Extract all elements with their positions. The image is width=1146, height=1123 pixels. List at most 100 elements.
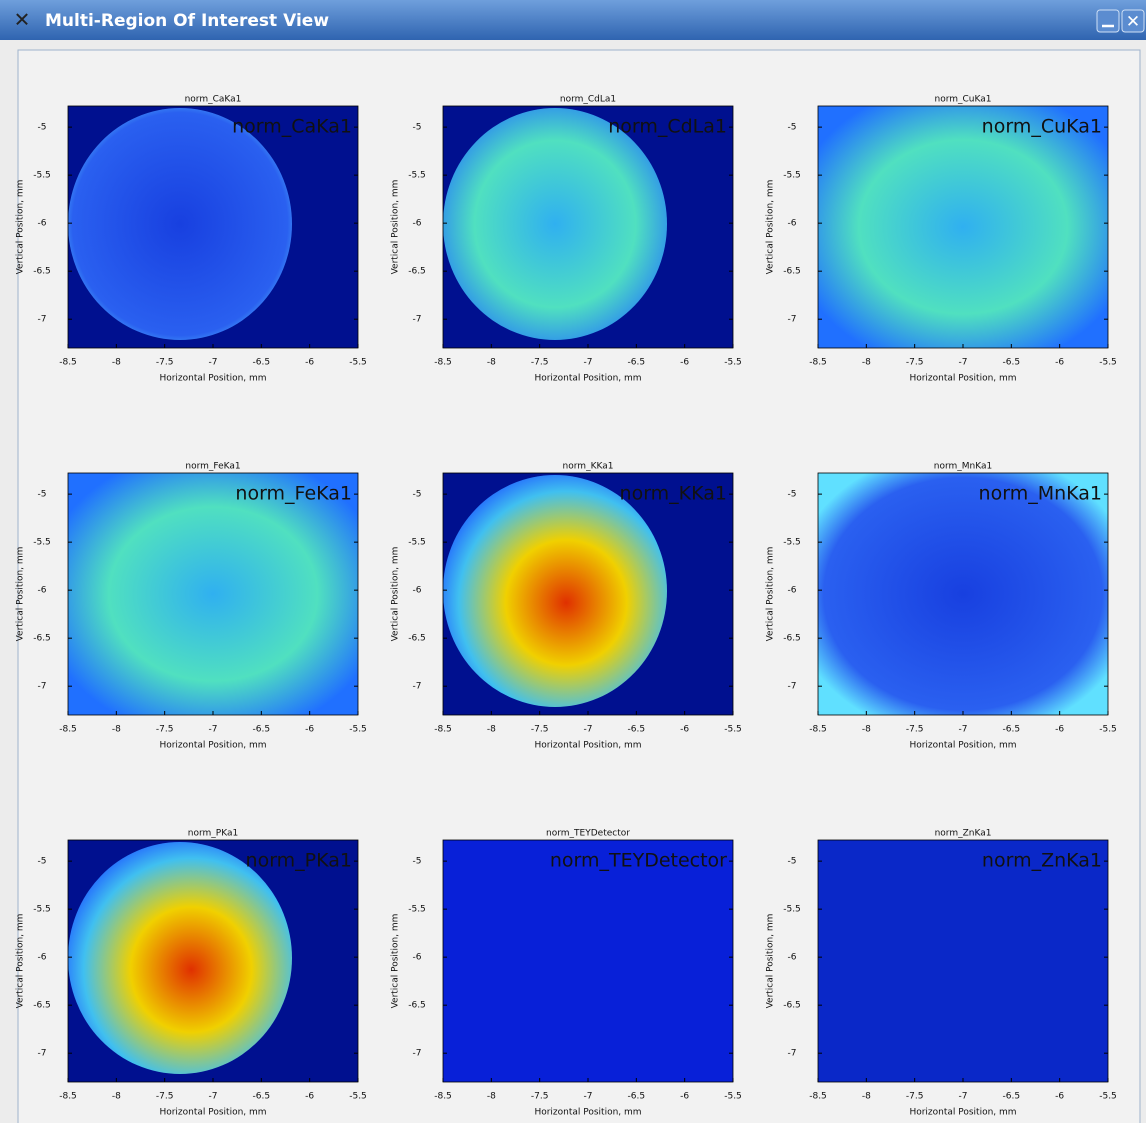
y-tick-label: -6	[413, 586, 422, 596]
plot-label: norm_KKa1	[620, 483, 727, 505]
minimize-button[interactable]	[1097, 10, 1119, 32]
plot-label: norm_PKa1	[246, 850, 352, 872]
x-tick-label: -5.5	[724, 1092, 742, 1102]
x-axis-label: Horizontal Position, mm	[909, 741, 1016, 751]
panel-title: norm_FeKa1	[185, 462, 240, 472]
panel-title: norm_KKa1	[563, 462, 614, 472]
y-tick-label: -6	[413, 953, 422, 963]
y-tick-label: -5	[413, 857, 422, 867]
y-axis-label: Vertical Position, mm	[16, 547, 26, 642]
x-axis-label: Horizontal Position, mm	[534, 1108, 641, 1118]
plot-label: norm_CuKa1	[982, 116, 1102, 138]
panel-title: norm_ZnKa1	[935, 829, 992, 839]
x-tick-label: -8.5	[59, 1092, 77, 1102]
panel-title: norm_CdLa1	[560, 95, 616, 105]
x-tick-label: -7.5	[531, 1092, 549, 1102]
y-tick-label: -5.5	[33, 171, 51, 181]
window: ✕ Multi-Region Of Interest View ✕ norm_C…	[0, 0, 1146, 1123]
x-tick-label: -8.5	[809, 725, 827, 735]
x-tick-label: -7.5	[156, 1092, 174, 1102]
y-axis-label: Vertical Position, mm	[766, 547, 776, 642]
y-tick-label: -6	[788, 953, 797, 963]
x-tick-label: -6	[1055, 725, 1064, 735]
y-tick-label: -5	[788, 123, 797, 133]
x-tick-label: -6	[305, 1092, 314, 1102]
x-tick-label: -6	[305, 725, 314, 735]
plot-label: norm_CaKa1	[232, 116, 352, 138]
x-tick-label: -6.5	[1003, 1092, 1021, 1102]
x-tick-label: -7.5	[531, 358, 549, 368]
x-tick-label: -7	[959, 358, 968, 368]
y-tick-label: -7	[413, 682, 422, 692]
y-tick-label: -5.5	[33, 905, 51, 915]
y-tick-label: -5	[788, 857, 797, 867]
y-tick-label: -6	[788, 219, 797, 229]
x-tick-label: -6.5	[253, 725, 271, 735]
x-tick-label: -7	[584, 1092, 593, 1102]
x-tick-label: -6	[1055, 358, 1064, 368]
x-axis-label: Horizontal Position, mm	[534, 741, 641, 751]
y-tick-label: -6.5	[33, 267, 51, 277]
y-tick-label: -5.5	[408, 171, 426, 181]
heatmap-region	[443, 475, 667, 707]
y-tick-label: -7	[788, 1049, 797, 1059]
x-tick-label: -8	[862, 725, 871, 735]
close-icon: ✕	[1126, 12, 1140, 32]
x-tick-label: -5.5	[724, 358, 742, 368]
y-tick-label: -6	[788, 586, 797, 596]
y-tick-label: -5.5	[408, 905, 426, 915]
x-tick-label: -7	[209, 1092, 218, 1102]
x-axis-label: Horizontal Position, mm	[909, 374, 1016, 384]
plot-label: norm_CdLa1	[608, 116, 727, 138]
x-tick-label: -7.5	[156, 358, 174, 368]
y-tick-label: -5.5	[783, 538, 801, 548]
x-tick-label: -5.5	[349, 725, 367, 735]
x-tick-label: -7	[584, 725, 593, 735]
plot-label: norm_FeKa1	[235, 483, 352, 505]
x-tick-label: -8	[112, 1092, 121, 1102]
panel-title: norm_CuKa1	[935, 95, 992, 105]
x-tick-label: -8.5	[809, 1092, 827, 1102]
y-tick-label: -5	[38, 490, 47, 500]
page: ✕ Multi-Region Of Interest View ✕ norm_C…	[0, 0, 1146, 1123]
x-tick-label: -7	[959, 1092, 968, 1102]
x-tick-label: -5.5	[724, 725, 742, 735]
y-tick-label: -5	[413, 490, 422, 500]
y-tick-label: -6.5	[783, 634, 801, 644]
y-tick-label: -6.5	[783, 267, 801, 277]
x-axis-label: Horizontal Position, mm	[159, 741, 266, 751]
y-tick-label: -5.5	[33, 538, 51, 548]
y-tick-label: -7	[413, 315, 422, 325]
heatmap-region	[443, 108, 667, 340]
x-tick-label: -8	[487, 358, 496, 368]
y-tick-label: -6	[38, 219, 47, 229]
x-tick-label: -6	[305, 358, 314, 368]
x-tick-label: -6.5	[1003, 358, 1021, 368]
y-axis-label: Vertical Position, mm	[391, 180, 401, 275]
x-tick-label: -5.5	[349, 358, 367, 368]
y-tick-label: -5.5	[408, 538, 426, 548]
x-tick-label: -8	[487, 725, 496, 735]
y-tick-label: -6.5	[408, 1001, 426, 1011]
y-tick-label: -7	[38, 1049, 47, 1059]
x-tick-label: -5.5	[1099, 1092, 1117, 1102]
plot-label: norm_TEYDetector	[550, 850, 727, 872]
y-tick-label: -5	[38, 123, 47, 133]
x-axis-label: Horizontal Position, mm	[159, 374, 266, 384]
panel-title: norm_MnKa1	[934, 462, 992, 472]
y-tick-label: -7	[413, 1049, 422, 1059]
x-tick-label: -8.5	[434, 1092, 452, 1102]
y-axis-label: Vertical Position, mm	[391, 914, 401, 1009]
x-tick-label: -7	[209, 358, 218, 368]
y-tick-label: -7	[788, 315, 797, 325]
y-tick-label: -6	[38, 586, 47, 596]
x-tick-label: -7.5	[906, 725, 924, 735]
y-tick-label: -7	[788, 682, 797, 692]
heatmap-image	[818, 106, 1108, 348]
x-tick-label: -6	[680, 725, 689, 735]
x-tick-label: -5.5	[349, 1092, 367, 1102]
heatmap-image	[68, 473, 358, 715]
y-tick-label: -6	[413, 219, 422, 229]
x-tick-label: -7.5	[906, 358, 924, 368]
x-tick-label: -7.5	[156, 725, 174, 735]
